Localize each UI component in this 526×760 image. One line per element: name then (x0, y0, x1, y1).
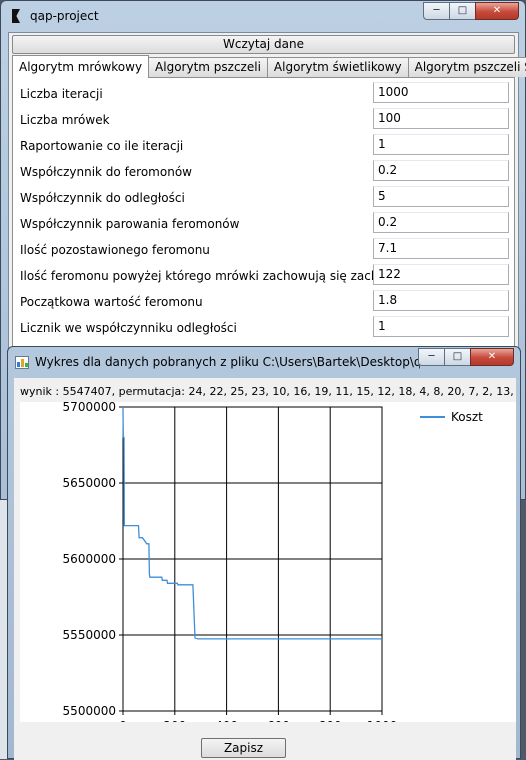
chart-title-bar[interactable]: Wykres dla danych pobranych z pliku C:\U… (8, 347, 520, 377)
evaporation-coefficient-input[interactable]: 0.2 (373, 212, 509, 233)
param-label: Ilość pozostawionego feromonu (20, 243, 210, 257)
chart-close-button[interactable]: ✕ (470, 348, 514, 366)
y-tick-label: 5700000 (63, 402, 116, 414)
tab-bee-algorithm[interactable]: Algorytm pszczeli (148, 57, 268, 77)
result-summary: wynik : 5547407, permutacja: 24, 22, 25,… (20, 385, 516, 398)
y-tick-label: 5650000 (63, 476, 116, 490)
minimize-icon: ─ (428, 351, 435, 362)
background-window-edge (0, 500, 7, 759)
app-logo-icon (10, 8, 24, 24)
cost-chart: 0 200 400 600 800 1000 5500000 5550000 5600000 56… (20, 400, 516, 733)
x-tick-label: 0 (119, 719, 127, 722)
maximize-button[interactable]: □ (449, 2, 476, 20)
pheromone-coefficient-input[interactable]: 0.2 (373, 160, 509, 181)
param-label: Raportowanie co ile iteracji (20, 139, 184, 153)
legend-label-koszt: Koszt (451, 410, 483, 424)
param-label: Współczynnik do feromonów (20, 165, 192, 179)
x-tick-label: 600 (267, 719, 290, 722)
param-label: Współczynnik parowania feromonów (20, 217, 240, 231)
minimize-button[interactable]: ─ (423, 2, 450, 20)
main-title-bar[interactable]: qap-project ─ □ ✕ (1, 1, 525, 31)
tab-ant-algorithm[interactable]: Algorytm mrówkowy (12, 55, 150, 78)
y-tick-label: 5600000 (63, 552, 116, 566)
close-icon: ✕ (487, 351, 497, 362)
param-row: Raportowanie co ile iteracji 1 (13, 132, 514, 158)
algorithm-tabs: Algorytm mrówkowy Algorytm pszczeli Algo… (12, 55, 526, 78)
cost-chart-svg: 0 200 400 600 800 1000 5500000 5550000 5600000 56… (63, 400, 484, 733)
report-interval-input[interactable]: 1 (373, 134, 509, 155)
param-row: Początkowa wartość feromonu 1.8 (13, 288, 514, 314)
series-line-koszt (122, 406, 382, 640)
plot-area-border (122, 406, 383, 712)
close-button[interactable]: ✕ (475, 2, 519, 20)
param-row: Liczba mrówek 100 (13, 106, 514, 132)
chart-window: Wykres dla danych pobranych z pliku C:\U… (7, 346, 521, 760)
x-tick-label: 200 (163, 719, 186, 722)
distance-coefficient-input[interactable]: 5 (373, 186, 509, 207)
param-row: Współczynnik do feromonów 0.2 (13, 158, 514, 184)
param-row: Ilość feromonu powyżej którego mrówki za… (13, 262, 514, 288)
param-label: Współczynnik do odległości (20, 191, 185, 205)
minimize-icon: ─ (433, 5, 440, 16)
param-label: Początkowa wartość feromonu (20, 295, 203, 309)
param-row: Współczynnik do odległości 5 (13, 184, 514, 210)
tab-firefly-algorithm[interactable]: Algorytm świetlikowy (266, 57, 409, 77)
initial-pheromone-input[interactable]: 1.8 (373, 290, 509, 311)
ants-count-input[interactable]: 100 (373, 108, 509, 129)
param-label: Liczba iteracji (20, 87, 103, 101)
chart-client-area: wynik : 5547407, permutacja: 24, 22, 25,… (14, 378, 516, 760)
distance-numerator-input[interactable]: 1 (373, 316, 509, 337)
param-label: Liczba mrówek (20, 113, 110, 127)
iterations-input[interactable]: 1000 (373, 82, 509, 103)
x-tick-label: 800 (319, 719, 342, 722)
chart-maximize-button[interactable]: □ (444, 348, 471, 366)
main-window-title: qap-project (30, 9, 99, 23)
param-row: Liczba iteracji 1000 (13, 80, 514, 106)
param-row: Współczynnik parowania feromonów 0.2 (13, 210, 514, 236)
tab-bee-sbc-algorithm[interactable]: Algorytm pszczeli SBC (407, 57, 526, 77)
save-button[interactable]: Zapisz (201, 738, 286, 758)
greedy-threshold-input[interactable]: 122 (373, 264, 509, 285)
maximize-icon: □ (457, 5, 468, 16)
param-row: Licznik we współczynniku odległości 1 (13, 314, 514, 340)
y-tick-label: 5500000 (63, 704, 116, 718)
param-label: Ilość feromonu powyżej którego mrówki za… (20, 269, 416, 283)
load-data-button[interactable]: Wczytaj dane (12, 35, 515, 54)
y-tick-label: 5550000 (63, 628, 116, 642)
chart-minimize-button[interactable]: ─ (418, 348, 445, 366)
x-tick-label: 1000 (367, 719, 398, 722)
param-label: Licznik we współczynniku odległości (20, 321, 237, 335)
close-icon: ✕ (492, 5, 502, 16)
x-tick-label: 400 (215, 719, 238, 722)
maximize-icon: □ (452, 351, 463, 362)
chart-window-icon (15, 355, 29, 369)
chart-window-title: Wykres dla danych pobranych z pliku C:\U… (35, 355, 420, 369)
deposited-pheromone-input[interactable]: 7.1 (373, 238, 509, 259)
param-row: Ilość pozostawionego feromonu 7.1 (13, 236, 514, 262)
